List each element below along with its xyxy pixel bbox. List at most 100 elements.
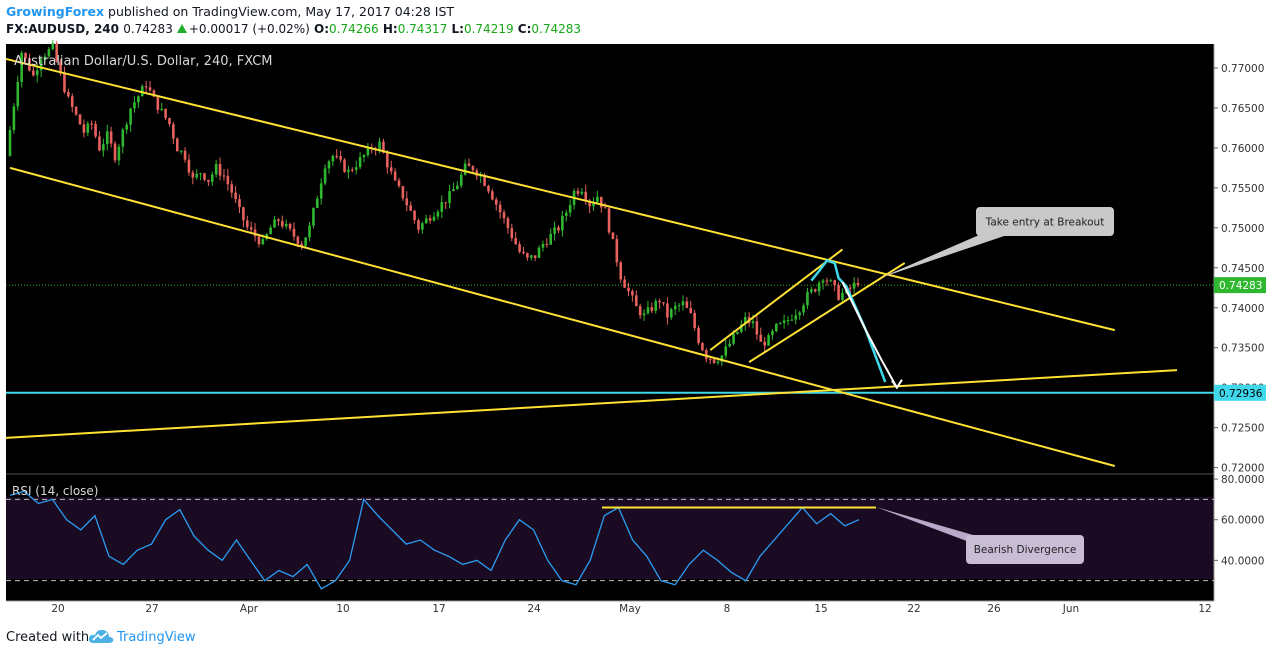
candle-body[interactable] <box>506 218 510 229</box>
candle-body[interactable] <box>498 204 502 213</box>
candle-body[interactable] <box>347 169 350 172</box>
candle-body[interactable] <box>316 198 319 209</box>
candle-body[interactable] <box>389 167 393 172</box>
candle-body[interactable] <box>137 96 140 103</box>
candle-body[interactable] <box>623 279 626 288</box>
candle-body[interactable] <box>782 320 786 323</box>
candle-body[interactable] <box>43 56 47 60</box>
trendline-rising-support[interactable] <box>5 369 1178 439</box>
candle-body[interactable] <box>70 96 74 107</box>
candle-body[interactable] <box>763 341 766 346</box>
candle-body[interactable] <box>545 243 549 245</box>
candle-body[interactable] <box>841 293 844 300</box>
candle-body[interactable] <box>650 307 654 311</box>
candle-body[interactable] <box>518 244 521 252</box>
candle-body[interactable] <box>631 291 634 296</box>
candle-body[interactable] <box>366 147 370 156</box>
candle-body[interactable] <box>471 166 475 171</box>
candle-body[interactable] <box>837 285 840 300</box>
candle-body[interactable] <box>514 238 517 245</box>
candle-body[interactable] <box>813 289 817 292</box>
candle-body[interactable] <box>312 208 315 226</box>
candle-body[interactable] <box>751 321 755 324</box>
candle-body[interactable] <box>529 255 533 258</box>
candle-body[interactable] <box>401 186 405 199</box>
candle-body[interactable] <box>611 232 615 240</box>
candle-body[interactable] <box>467 163 471 167</box>
price-axis[interactable] <box>1214 44 1270 601</box>
candle-body[interactable] <box>487 185 490 192</box>
candle-body[interactable] <box>432 216 436 221</box>
candle-body[interactable] <box>654 300 658 311</box>
candle-body[interactable] <box>397 180 401 187</box>
candle-body[interactable] <box>86 123 90 133</box>
candle-body[interactable] <box>82 124 86 133</box>
candle-body[interactable] <box>214 163 218 175</box>
candle-body[interactable] <box>697 328 700 344</box>
candle-body[interactable] <box>724 346 728 356</box>
candle-body[interactable] <box>417 220 420 230</box>
candle-body[interactable] <box>249 227 253 230</box>
candle-body[interactable] <box>732 333 735 344</box>
candle-body[interactable] <box>24 52 27 59</box>
candle-body[interactable] <box>599 196 603 208</box>
candle-body[interactable] <box>771 330 774 336</box>
candle-body[interactable] <box>533 255 537 258</box>
candle-body[interactable] <box>125 124 128 130</box>
candle-body[interactable] <box>619 262 623 280</box>
candle-body[interactable] <box>109 131 113 144</box>
rsi-line[interactable] <box>9 490 860 590</box>
candle-body[interactable] <box>658 300 661 303</box>
candle-body[interactable] <box>117 146 121 161</box>
candle-body[interactable] <box>673 305 677 310</box>
candle-body[interactable] <box>806 291 809 306</box>
white-projection-arrow[interactable] <box>841 281 898 389</box>
candle-body[interactable] <box>615 239 619 263</box>
candle-body[interactable] <box>662 302 665 304</box>
candle-body[interactable] <box>646 307 650 314</box>
candle-body[interactable] <box>790 319 794 321</box>
candle-body[interactable] <box>339 156 342 160</box>
candle-body[interactable] <box>689 307 693 313</box>
candle-body[interactable] <box>292 228 296 237</box>
trendline-channel-upper[interactable] <box>5 57 1115 332</box>
candle-body[interactable] <box>187 159 191 173</box>
trendline-flag-lower[interactable] <box>748 262 906 363</box>
candle-body[interactable] <box>607 208 611 233</box>
candle-body[interactable] <box>172 124 175 139</box>
candle-body[interactable] <box>148 87 152 91</box>
candle-body[interactable] <box>144 86 148 88</box>
candle-body[interactable] <box>378 141 381 150</box>
candle-body[interactable] <box>351 169 354 171</box>
candle-body[interactable] <box>580 191 584 194</box>
candle-body[interactable] <box>712 359 716 363</box>
candle-body[interactable] <box>354 167 358 171</box>
candle-body[interactable] <box>833 280 836 286</box>
candle-body[interactable] <box>12 106 16 131</box>
chart-canvas[interactable]: Take entry at Breakout Bearish Divergence… <box>0 0 1270 622</box>
author-link[interactable]: GrowingForex <box>6 4 105 19</box>
trendline-channel-lower[interactable] <box>9 166 1116 467</box>
candle-body[interactable] <box>222 175 226 177</box>
candle-body[interactable] <box>798 312 801 316</box>
candle-body[interactable] <box>140 86 144 97</box>
candle-body[interactable] <box>234 192 237 200</box>
candle-body[interactable] <box>728 343 731 347</box>
candle-body[interactable] <box>775 323 778 331</box>
candle-body[interactable] <box>8 130 12 156</box>
candle-body[interactable] <box>78 114 82 125</box>
trendline-flag-upper[interactable] <box>709 248 844 351</box>
candle-body[interactable] <box>549 233 553 245</box>
candle-body[interactable] <box>343 159 346 172</box>
candle-body[interactable] <box>113 143 117 161</box>
candle-body[interactable] <box>716 361 720 363</box>
candle-body[interactable] <box>409 205 412 211</box>
candle-body[interactable] <box>218 163 222 176</box>
candle-body[interactable] <box>588 200 591 207</box>
candle-body[interactable] <box>156 96 160 110</box>
candle-body[interactable] <box>179 150 183 152</box>
candle-body[interactable] <box>308 225 311 238</box>
candle-body[interactable] <box>576 190 580 194</box>
candle-body[interactable] <box>852 282 856 289</box>
candle-body[interactable] <box>238 199 241 208</box>
